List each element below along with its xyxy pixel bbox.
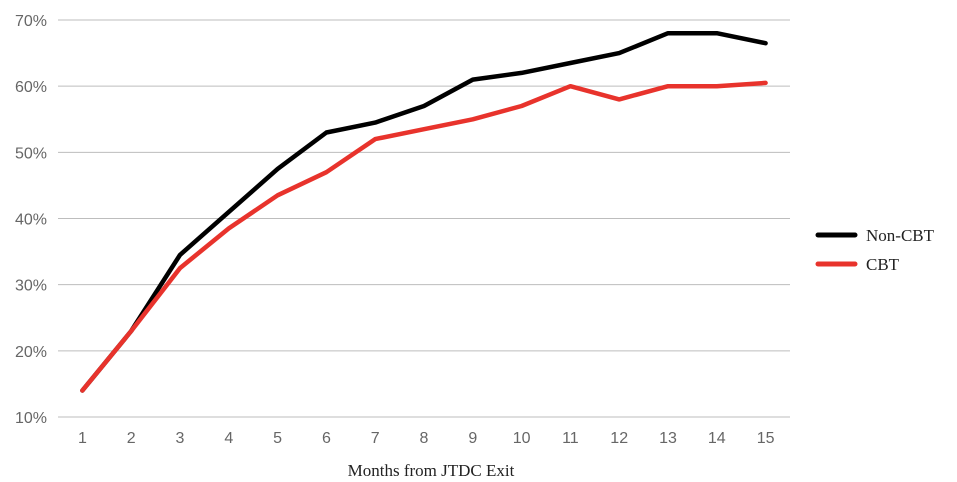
series-lines — [80, 30, 768, 393]
x-tick-label: 9 — [468, 430, 477, 447]
series-line-cbt — [80, 80, 768, 393]
x-tick-label: 1 — [78, 430, 87, 447]
x-axis-title: Months from JTDC Exit — [348, 461, 515, 480]
y-tick-label: 70% — [15, 13, 47, 30]
y-axis-ticks: 10% 20% 30% 40% 50% 60% 70% — [15, 13, 47, 427]
legend: Non-CBT CBT — [815, 226, 935, 274]
x-tick-label: 3 — [176, 430, 185, 447]
y-tick-label: 60% — [15, 79, 47, 96]
x-tick-label: 14 — [708, 430, 726, 447]
x-tick-label: 5 — [273, 430, 282, 447]
y-tick-label: 50% — [15, 145, 47, 162]
legend-label: CBT — [866, 255, 900, 274]
x-axis-ticks: 1 2 3 4 5 6 7 8 9 10 11 12 13 14 15 — [78, 430, 775, 447]
y-tick-label: 20% — [15, 344, 47, 361]
x-tick-label: 2 — [127, 430, 136, 447]
y-tick-label: 30% — [15, 278, 47, 295]
x-tick-label: 4 — [224, 430, 233, 447]
x-tick-label: 7 — [371, 430, 380, 447]
x-tick-label: 11 — [562, 430, 579, 447]
y-tick-label: 10% — [15, 410, 47, 427]
x-tick-label: 8 — [420, 430, 429, 447]
gridlines — [58, 19, 790, 418]
legend-label: Non-CBT — [866, 226, 935, 245]
series-line-non-cbt — [80, 30, 768, 393]
x-tick-label: 12 — [610, 430, 628, 447]
y-tick-label: 40% — [15, 212, 47, 229]
x-tick-label: 10 — [513, 430, 531, 447]
x-tick-label: 13 — [659, 430, 677, 447]
x-tick-label: 15 — [757, 430, 775, 447]
x-tick-label: 6 — [322, 430, 331, 447]
